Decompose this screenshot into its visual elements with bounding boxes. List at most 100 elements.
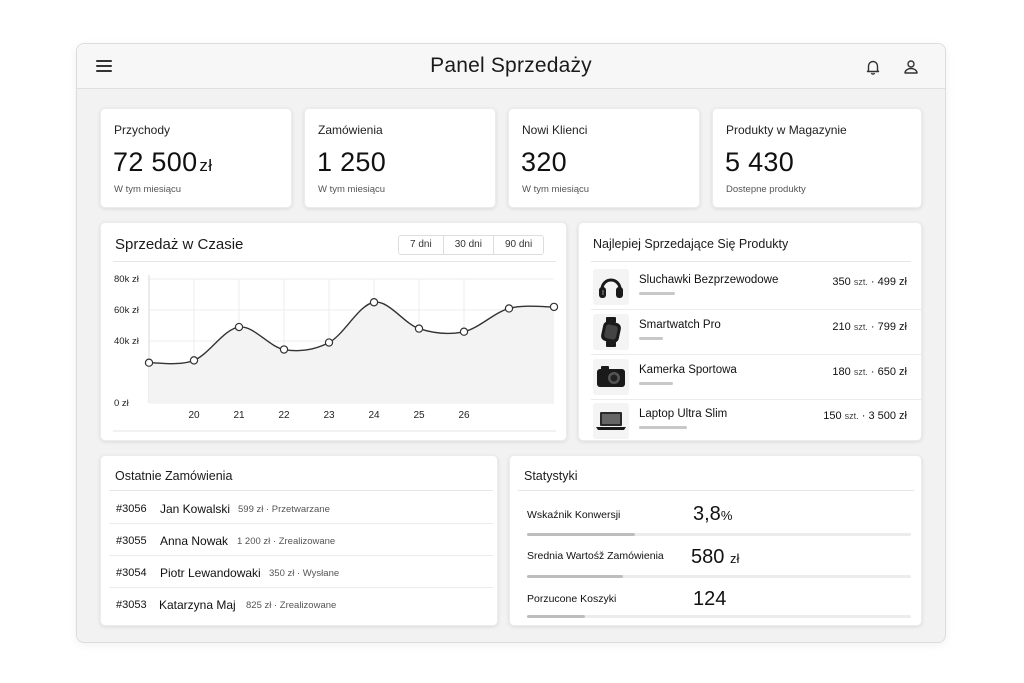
card-title: Najlepiej Sprzedające Się Produkty xyxy=(593,237,789,251)
order-id: #3056 xyxy=(116,503,147,515)
product-row[interactable]: Kamerka Sportowa 180 szt. · 650 zł xyxy=(591,355,911,399)
divider xyxy=(591,309,921,310)
x-tick-label: 26 xyxy=(458,410,470,421)
product-sales-bar xyxy=(639,382,673,385)
data-point xyxy=(144,358,154,367)
sales-chart-card: Sprzedaż w Czasie 7 dni 30 dni 90 dni 80… xyxy=(100,222,567,441)
y-tick-label: 40k zł xyxy=(114,336,140,347)
product-row[interactable]: Laptop Ultra Slim 150 szt. · 3 500 zł xyxy=(591,399,911,443)
product-sales-bar xyxy=(639,337,663,340)
range-7-days-button[interactable]: 7 dni xyxy=(399,236,444,254)
order-customer: Piotr Lewandowaki xyxy=(160,566,261,580)
order-meta: 825 zł · Zrealizowane xyxy=(246,600,337,611)
order-row[interactable]: #3053 Katarzyna Maj 825 zł · Zrealizowan… xyxy=(116,590,486,622)
kpi-value: 1 250 xyxy=(317,147,387,177)
stat-progress-track xyxy=(527,575,911,578)
kpi-card-new-clients: Nowi Klienci 320 W tym miesiącu xyxy=(508,108,700,208)
card-title: Sprzedaż w Czasie xyxy=(115,236,244,253)
kpi-label: Przychody xyxy=(114,123,171,137)
order-customer: Katarzyna Maj xyxy=(159,598,236,612)
kpi-value: 72 500 zł xyxy=(113,147,213,177)
x-tick-label: 23 xyxy=(323,410,335,421)
data-point xyxy=(279,345,289,354)
product-name: Sluchawki Bezprzewodowe xyxy=(639,274,779,286)
kpi-label: Produkty w Magazynie xyxy=(726,123,847,137)
order-id: #3054 xyxy=(116,567,147,579)
product-row[interactable]: Smartwatch Pro 210 szt. · 799 zł xyxy=(591,310,911,354)
headphones-icon xyxy=(593,269,629,305)
product-name: Kamerka Sportowa xyxy=(639,364,737,376)
stat-progress-track xyxy=(527,533,911,536)
order-id: #3055 xyxy=(116,535,147,547)
stat-label: Wskaźnik Konwersji xyxy=(527,509,621,521)
stat-progress-track xyxy=(527,615,911,618)
product-name: Smartwatch Pro xyxy=(639,319,721,331)
product-name: Laptop Ultra Slim xyxy=(639,408,728,420)
divider xyxy=(591,399,921,400)
series-area xyxy=(149,302,554,403)
camera-icon xyxy=(593,359,629,395)
product-stats: 150 szt. · 3 500 zł xyxy=(823,410,907,422)
data-point xyxy=(324,338,334,347)
divider xyxy=(591,261,911,262)
divider xyxy=(109,587,493,588)
statistics-card: Statystyki Wskaźnik Konwersji 3,8% Sredn… xyxy=(509,455,922,626)
stat-value: 3,8% xyxy=(693,503,733,525)
data-point xyxy=(189,356,199,365)
bell-icon[interactable] xyxy=(863,57,883,77)
smartwatch-icon xyxy=(593,314,629,350)
product-sales-bar xyxy=(639,292,675,295)
divider xyxy=(113,261,556,262)
kpi-card-revenue: Przychody 72 500 zł W tym miesiącu xyxy=(100,108,292,208)
stat-progress-fill xyxy=(527,615,585,618)
user-icon[interactable] xyxy=(901,57,921,77)
divider xyxy=(518,490,914,491)
stat-value: 580 zł xyxy=(691,546,740,568)
stat-progress-fill xyxy=(527,575,623,578)
recent-orders-card: Ostatnie Zamówienia #3056 Jan Kowalski 5… xyxy=(100,455,498,626)
kpi-label: Nowi Klienci xyxy=(522,123,588,137)
series-line xyxy=(148,301,555,365)
page-title: Panel Sprzedaży xyxy=(430,54,592,77)
order-id: #3053 xyxy=(116,599,147,611)
product-row[interactable]: Sluchawki Bezprzewodowe 350 szt. · 499 z… xyxy=(591,265,911,309)
top-products-card: Najlepiej Sprzedające Się Produkty Sluch… xyxy=(578,222,922,441)
product-stats: 350 szt. · 499 zł xyxy=(832,276,907,288)
range-90-days-button[interactable]: 90 dni xyxy=(493,236,544,254)
y-tick-label: 60k zł xyxy=(114,305,140,316)
sales-line-chart: 80k zł 60k zł 40k zł 0 zł 20 21 22 23 24 25 26 xyxy=(113,274,559,432)
range-30-days-button[interactable]: 30 dni xyxy=(443,236,494,254)
divider xyxy=(109,490,493,491)
top-bar: Panel Sprzedaży xyxy=(77,44,945,89)
kpi-unit: zł xyxy=(199,156,213,175)
kpi-card-orders: Zamówienia 1 250 W tym miesiącu xyxy=(304,108,496,208)
stat-progress-fill xyxy=(527,533,635,536)
data-point xyxy=(459,327,469,336)
data-point xyxy=(414,324,424,333)
kpi-value: 320 xyxy=(521,147,567,177)
order-row[interactable]: #3055 Anna Nowak 1 200 zł · Zrealizowane xyxy=(116,526,486,558)
order-meta: 1 200 zł · Zrealizowane xyxy=(237,536,336,547)
card-title: Ostatnie Zamówienia xyxy=(115,469,233,483)
kpi-subtitle: Dostepne produkty xyxy=(726,184,806,195)
data-point xyxy=(369,298,379,307)
kpi-subtitle: W tym miesiącu xyxy=(114,184,182,195)
stat-value: 124 xyxy=(693,588,727,610)
range-selector: 7 dni 30 dni 90 dni xyxy=(398,235,545,255)
x-tick-label: 24 xyxy=(368,410,380,421)
y-tick-label: 0 zł xyxy=(114,398,130,409)
kpi-value: 5 430 xyxy=(725,147,795,177)
x-tick-label: 21 xyxy=(233,410,245,421)
data-point xyxy=(549,302,559,312)
divider xyxy=(591,354,921,355)
y-tick-label: 80k zł xyxy=(114,274,140,285)
order-meta: 350 zł · Wysłane xyxy=(269,568,340,579)
order-row[interactable]: #3054 Piotr Lewandowaki 350 zł · Wysłane xyxy=(116,558,486,590)
hamburger-menu-icon[interactable] xyxy=(96,60,112,73)
order-customer: Anna Nowak xyxy=(160,534,229,548)
kpi-label: Zamówienia xyxy=(318,123,383,137)
order-row[interactable]: #3056 Jan Kowalski 599 zł · Przetwarzane xyxy=(116,494,486,526)
product-stats: 180 szt. · 650 zł xyxy=(832,366,907,378)
order-meta: 599 zł · Przetwarzane xyxy=(238,504,330,515)
data-point xyxy=(504,304,514,313)
